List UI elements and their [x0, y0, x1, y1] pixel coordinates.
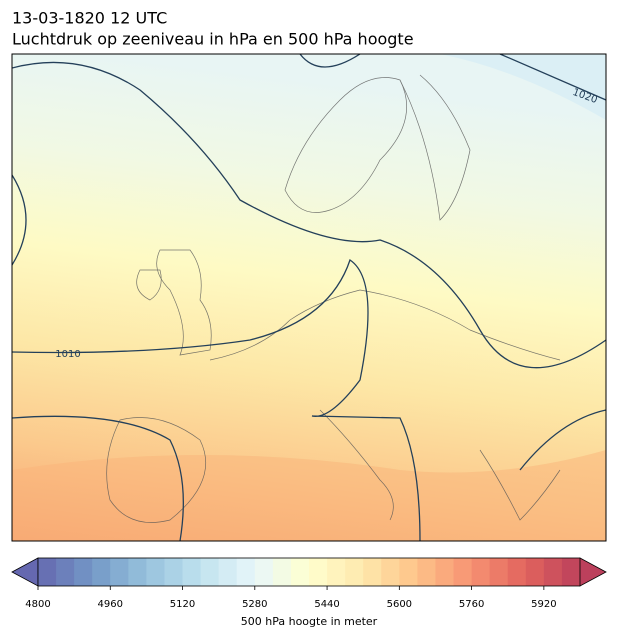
colorbar-extend-low [11, 557, 39, 587]
colorbar-band [471, 558, 491, 586]
colorbar-band [363, 558, 382, 586]
colorbar-band [92, 558, 111, 586]
colorbar: 4800 4960 5120 5280 5440 5600 5760 5920 [11, 557, 607, 610]
colorbar-band [561, 558, 581, 586]
map-frame [11, 53, 607, 542]
colorbar-band [218, 558, 238, 586]
title-time: 13-03-1820 12 UTC [12, 9, 167, 28]
colorbar-band [56, 558, 75, 586]
colorbar-band [327, 558, 346, 586]
colorbar-band [435, 558, 455, 586]
colorbar-tick-label: 5920 [531, 599, 556, 610]
colorbar-band [345, 558, 364, 586]
colorbar-band [38, 558, 57, 586]
contour-label: 1010 [55, 349, 80, 360]
title: Luchtdruk op zeeniveau in hPa en 500 hPa… [12, 30, 414, 49]
colorbar-band [290, 558, 310, 586]
colorbar-band [525, 558, 545, 586]
colorbar-band [417, 558, 436, 586]
colorbar-band [236, 558, 256, 586]
colorbar-tick-label: 5280 [242, 599, 267, 610]
colorbar-band [164, 558, 184, 586]
colorbar-extend-high [579, 557, 607, 587]
colorbar-band [254, 558, 274, 586]
colorbar-tick-label: 5120 [170, 599, 195, 610]
colorbar-band [489, 558, 509, 586]
colorbar-band [381, 558, 400, 586]
colorbar-band [74, 558, 93, 586]
colorbar-band [543, 558, 563, 586]
colorbar-tick-label: 5600 [387, 599, 412, 610]
colorbar-band [309, 558, 328, 586]
colorbar-band [110, 558, 129, 586]
colorbar-frame [37, 557, 581, 587]
colorbar-band [272, 558, 292, 586]
colorbar-tick-label: 4960 [98, 599, 123, 610]
colorbar-band [146, 558, 165, 586]
colorbar-tick-label: 5440 [314, 599, 339, 610]
colorbar-band [128, 558, 147, 586]
map [12, 54, 606, 541]
colorbar-band [399, 558, 418, 586]
colorbar-tick-label: 5760 [459, 599, 484, 610]
colorbar-band [507, 558, 527, 586]
colorbar-band [200, 558, 220, 586]
colorbar-band [182, 558, 202, 586]
colorbar-label: 500 hPa hoogte in meter [241, 615, 378, 628]
colorbar-band [453, 558, 473, 586]
colorbar-tick-label: 4800 [25, 599, 50, 610]
